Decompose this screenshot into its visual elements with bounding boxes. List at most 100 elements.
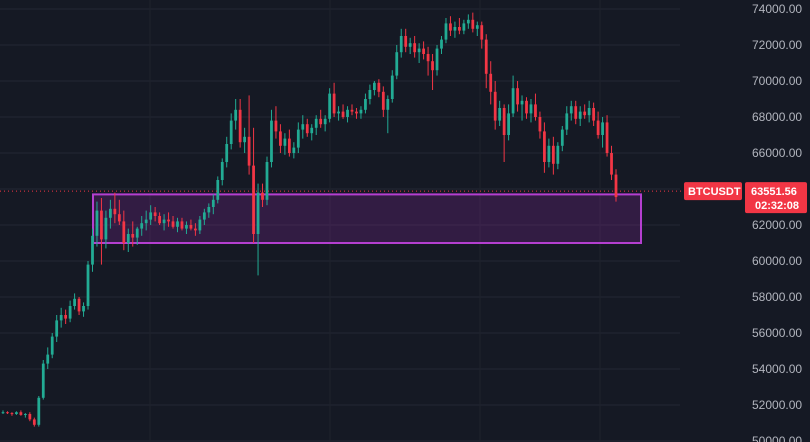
candle-body-up[interactable] xyxy=(475,25,479,29)
candle-body-up[interactable] xyxy=(229,120,233,144)
candle-body-down[interactable] xyxy=(484,39,488,74)
candle-body-up[interactable] xyxy=(220,162,224,180)
candle-body-down[interactable] xyxy=(194,228,197,231)
candle-body-up[interactable] xyxy=(149,212,153,220)
candle-body-down[interactable] xyxy=(131,234,135,238)
candle-body-down[interactable] xyxy=(355,111,358,114)
candle-body-down[interactable] xyxy=(252,165,255,234)
candle-body-up[interactable] xyxy=(547,145,551,162)
candle-body-up[interactable] xyxy=(565,113,569,130)
candle-body-down[interactable] xyxy=(350,109,354,112)
candle-body-down[interactable] xyxy=(238,109,242,143)
candle-body-down[interactable] xyxy=(261,192,264,200)
candle-body-up[interactable] xyxy=(243,136,247,143)
candle-body-up[interactable] xyxy=(462,23,466,31)
candle-body-up[interactable] xyxy=(283,138,287,146)
candle-body-down[interactable] xyxy=(502,108,506,135)
candle-body-down[interactable] xyxy=(247,136,251,166)
candle-body-down[interactable] xyxy=(596,120,600,135)
candle-body-down[interactable] xyxy=(171,221,175,227)
candle-body-down[interactable] xyxy=(287,138,291,153)
candle-body-up[interactable] xyxy=(337,111,340,114)
candle-body-up[interactable] xyxy=(395,52,399,76)
candle-body-down[interactable] xyxy=(19,412,23,415)
candle-body-up[interactable] xyxy=(108,208,112,218)
candle-body-down[interactable] xyxy=(574,106,578,119)
candle-body-down[interactable] xyxy=(153,212,157,216)
candle-body-up[interactable] xyxy=(466,19,470,24)
support-zone-rectangle[interactable] xyxy=(92,193,642,244)
candle-body-up[interactable] xyxy=(270,120,273,162)
candle-body-up[interactable] xyxy=(328,93,332,119)
candle-body-down[interactable] xyxy=(516,88,519,105)
candle-body-down[interactable] xyxy=(538,117,542,132)
candle-body-up[interactable] xyxy=(41,363,45,398)
candle-body-down[interactable] xyxy=(449,23,452,31)
candle-body-up[interactable] xyxy=(140,223,144,229)
candle-body-down[interactable] xyxy=(158,216,161,224)
candle-body-up[interactable] xyxy=(126,234,130,243)
candle-body-down[interactable] xyxy=(180,221,184,229)
candle-body-down[interactable] xyxy=(543,131,546,162)
candle-body-up[interactable] xyxy=(346,109,349,117)
candle-body-up[interactable] xyxy=(234,109,238,121)
candle-body-up[interactable] xyxy=(560,129,564,146)
candle-body-down[interactable] xyxy=(422,48,425,54)
candle-body-down[interactable] xyxy=(100,210,103,240)
candle-body-up[interactable] xyxy=(265,162,269,200)
candle-body-down[interactable] xyxy=(551,145,555,164)
candle-body-up[interactable] xyxy=(1,412,5,414)
candle-body-up[interactable] xyxy=(359,109,363,114)
candle-body-up[interactable] xyxy=(301,124,305,130)
candle-body-down[interactable] xyxy=(480,25,484,40)
candle-body-down[interactable] xyxy=(534,104,537,117)
candle-body-up[interactable] xyxy=(256,192,260,234)
candle-body-up[interactable] xyxy=(507,113,511,135)
candle-body-down[interactable] xyxy=(377,82,381,92)
candle-body-up[interactable] xyxy=(225,144,229,162)
candle-body-down[interactable] xyxy=(279,131,282,146)
candle-body-up[interactable] xyxy=(104,217,108,240)
candle-body-up[interactable] xyxy=(296,129,300,148)
candle-body-up[interactable] xyxy=(453,27,457,31)
candle-body-up[interactable] xyxy=(314,118,318,128)
candle-body-up[interactable] xyxy=(68,306,72,319)
candle-body-up[interactable] xyxy=(372,82,376,90)
candle-body-up[interactable] xyxy=(601,122,604,135)
candle-body-down[interactable] xyxy=(592,108,596,121)
candle-body-up[interactable] xyxy=(399,36,403,53)
candle-body-up[interactable] xyxy=(23,414,27,415)
candle-body-up[interactable] xyxy=(216,180,220,200)
candle-body-down[interactable] xyxy=(431,61,434,71)
candle-body-down[interactable] xyxy=(493,91,497,121)
candle-body-up[interactable] xyxy=(176,221,179,227)
candle-body-up[interactable] xyxy=(185,225,188,229)
candle-body-down[interactable] xyxy=(10,413,14,415)
candle-body-up[interactable] xyxy=(529,104,533,114)
candle-body-up[interactable] xyxy=(82,306,85,312)
candle-body-up[interactable] xyxy=(556,145,560,164)
candle-body-up[interactable] xyxy=(323,118,327,125)
candle-body-up[interactable] xyxy=(520,100,524,105)
candle-body-up[interactable] xyxy=(368,90,372,99)
candle-body-down[interactable] xyxy=(605,122,609,153)
candle-body-up[interactable] xyxy=(587,108,591,116)
candle-body-down[interactable] xyxy=(6,412,9,414)
candle-body-up[interactable] xyxy=(55,320,59,337)
candle-body-down[interactable] xyxy=(610,153,613,175)
candle-body-up[interactable] xyxy=(435,48,439,71)
candle-body-up[interactable] xyxy=(292,147,296,153)
candle-body-up[interactable] xyxy=(417,48,421,53)
candle-body-up[interactable] xyxy=(59,315,63,321)
candle-body-up[interactable] xyxy=(569,106,573,114)
candle-body-up[interactable] xyxy=(511,88,515,114)
candle-body-down[interactable] xyxy=(28,414,32,420)
candle-body-down[interactable] xyxy=(458,27,461,31)
candle-body-up[interactable] xyxy=(73,298,76,306)
candle-body-down[interactable] xyxy=(122,221,126,243)
candle-body-down[interactable] xyxy=(305,124,309,134)
candle-body-up[interactable] xyxy=(440,39,443,49)
candle-body-up[interactable] xyxy=(408,43,412,47)
candle-body-down[interactable] xyxy=(404,36,408,47)
